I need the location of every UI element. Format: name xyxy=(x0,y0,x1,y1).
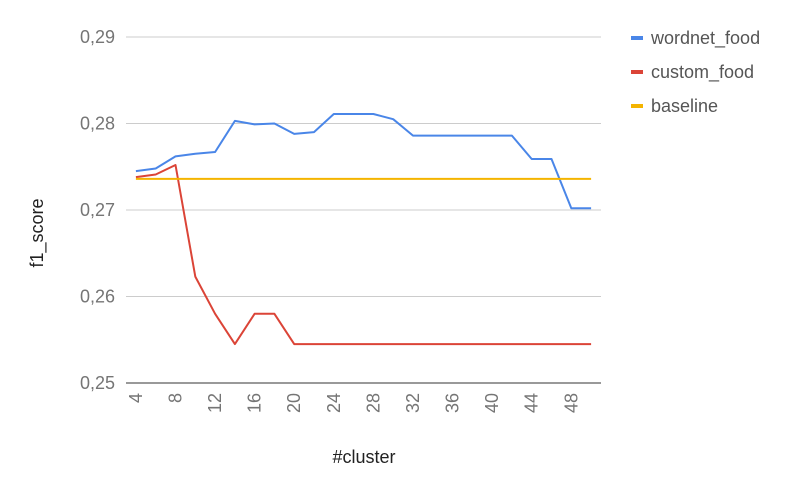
x-tick-label: 32 xyxy=(403,393,423,413)
x-tick-label: 4 xyxy=(126,393,146,403)
series-line-custom-food xyxy=(135,164,592,346)
y-tick-label: 0,26 xyxy=(80,287,115,307)
y-tick-label: 0,28 xyxy=(80,114,115,134)
legend-label: baseline xyxy=(651,96,718,116)
x-tick-label: 20 xyxy=(284,393,304,413)
x-tick-label: 44 xyxy=(522,393,542,413)
series-line-wordnet-food xyxy=(135,113,592,210)
legend-label: custom_food xyxy=(651,62,754,83)
gridlines xyxy=(126,36,601,384)
x-axis-title: #cluster xyxy=(332,447,395,467)
x-tick-label: 12 xyxy=(205,393,225,413)
y-axis-ticks: 0,29 0,28 0,27 0,26 0,25 xyxy=(80,27,115,393)
x-tick-label: 48 xyxy=(561,393,581,413)
y-axis-title: f1_score xyxy=(27,198,48,267)
series-lines xyxy=(135,113,592,346)
x-tick-label: 16 xyxy=(245,393,265,413)
y-tick-label: 0,25 xyxy=(80,373,115,393)
x-tick-label: 36 xyxy=(443,393,463,413)
x-tick-label: 24 xyxy=(324,393,344,413)
x-tick-label: 8 xyxy=(165,393,185,403)
y-tick-label: 0,27 xyxy=(80,200,115,220)
x-tick-label: 28 xyxy=(363,393,383,413)
legend: wordnet_food custom_food baseline xyxy=(631,28,760,116)
y-tick-label: 0,29 xyxy=(80,27,115,47)
x-axis-ticks: 4 8 12 16 20 24 28 32 36 40 44 48 xyxy=(126,393,581,413)
legend-label: wordnet_food xyxy=(650,28,760,49)
x-tick-label: 40 xyxy=(482,393,502,413)
